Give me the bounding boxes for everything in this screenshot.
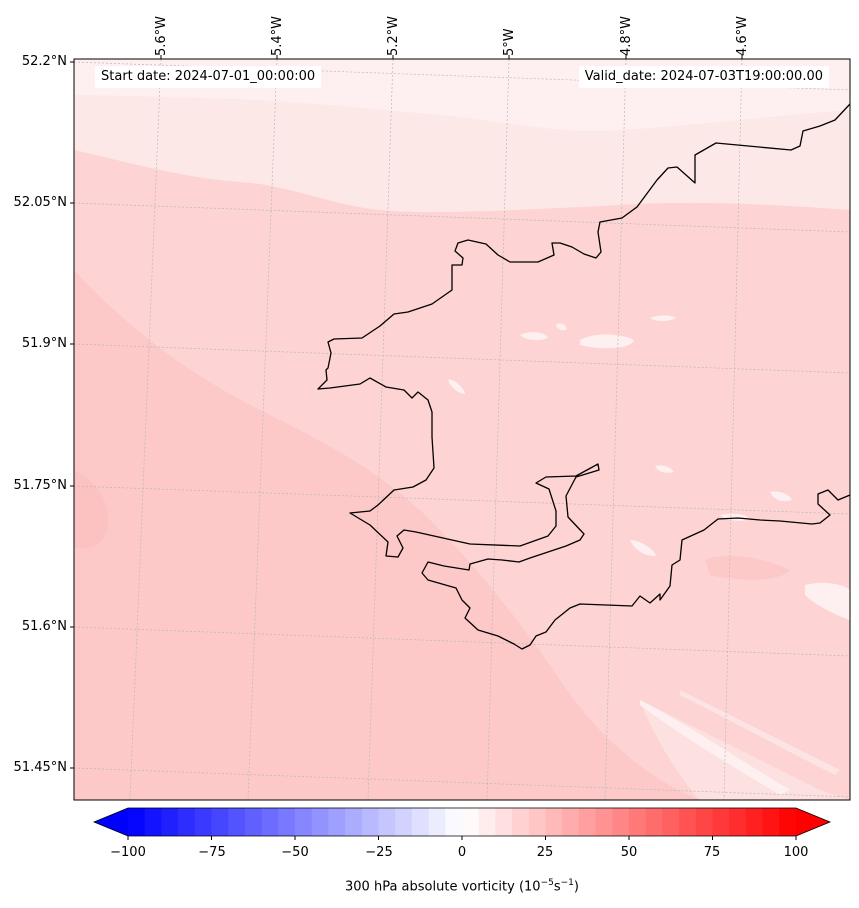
lat-label: 51.75°N — [13, 478, 67, 493]
colorbar-tick-label: 0 — [457, 845, 467, 860]
lat-label: 51.6°N — [21, 619, 67, 634]
colorbar-bin — [395, 808, 413, 836]
colorbar-bin — [445, 808, 463, 836]
colorbar-bin — [495, 808, 513, 836]
map-frame — [73, 58, 851, 801]
lat-ticks — [70, 61, 74, 769]
colorbar-bin — [745, 808, 764, 836]
colorbar-bin — [762, 808, 780, 836]
colorbar-tick-label: 100 — [783, 845, 809, 860]
colorbar-bin — [144, 808, 162, 836]
colorbar-tick-label: 75 — [703, 845, 721, 860]
colorbar-bin — [545, 808, 563, 836]
colorbar-bin — [512, 808, 530, 836]
colorbar-bin — [578, 808, 597, 836]
colorbar-tick-label: 50 — [620, 845, 638, 860]
colorbar-bin — [595, 808, 613, 836]
colorbar-bin — [629, 808, 647, 836]
colorbar-bin — [378, 808, 396, 836]
colorbar-bin — [194, 808, 213, 836]
colorbar-bin — [779, 808, 797, 836]
colorbar-bin — [428, 808, 446, 836]
colorbar-bin — [295, 808, 313, 836]
colorbar-bin — [244, 808, 263, 836]
colorbar-tick-label: −25 — [365, 845, 393, 860]
vorticity-field — [74, 59, 850, 800]
coastline — [317, 103, 850, 650]
colorbar-bin — [411, 808, 430, 836]
valid-date-label: Valid_date: 2024-07-03T19:00:00.00 — [578, 66, 829, 88]
lon-ticks — [160, 55, 743, 59]
colorbar-bin — [228, 808, 246, 836]
graticule — [74, 59, 850, 800]
colorbar-bin — [345, 808, 363, 836]
colorbar-bin — [712, 808, 730, 836]
colorbar-tick-label: −50 — [281, 845, 309, 860]
colorbar-bin — [562, 808, 580, 836]
lat-label: 51.9°N — [21, 336, 67, 351]
colorbar-bin — [178, 808, 196, 836]
colorbar-extend-low — [94, 808, 128, 836]
colorbar-extend-high — [796, 808, 830, 836]
colorbar-bin — [462, 808, 480, 836]
colorbar-label: 300 hPa absolute vorticity (10−5s−1) — [345, 878, 579, 895]
colorbar-bin — [695, 808, 714, 836]
colorbar-bin — [361, 808, 380, 836]
colorbar-bin — [729, 808, 747, 836]
colorbar-bin — [211, 808, 229, 836]
lat-label: 52.2°N — [21, 54, 67, 69]
colorbar-tick-label: 25 — [536, 845, 554, 860]
colorbar-bin — [478, 808, 496, 836]
colorbar-bin — [528, 808, 547, 836]
colorbar-tick-label: −75 — [198, 845, 226, 860]
colorbar-bin — [679, 808, 697, 836]
colorbar-bin — [662, 808, 680, 836]
colorbar-bin — [161, 808, 179, 836]
lat-label: 52.05°N — [13, 195, 67, 210]
start-date-label: Start date: 2024-07-01_00:00:00 — [95, 66, 322, 88]
colorbar-bin — [645, 808, 663, 836]
colorbar-bin — [278, 808, 296, 836]
colorbar-bin — [128, 808, 146, 836]
colorbar-bin — [612, 808, 630, 836]
colorbar-bin — [311, 808, 329, 836]
colorbar-bin — [261, 808, 279, 836]
lat-label: 51.45°N — [13, 760, 67, 775]
colorbar — [92, 807, 832, 840]
colorbar-tick-label: −100 — [110, 845, 146, 860]
colorbar-bin — [328, 808, 346, 836]
